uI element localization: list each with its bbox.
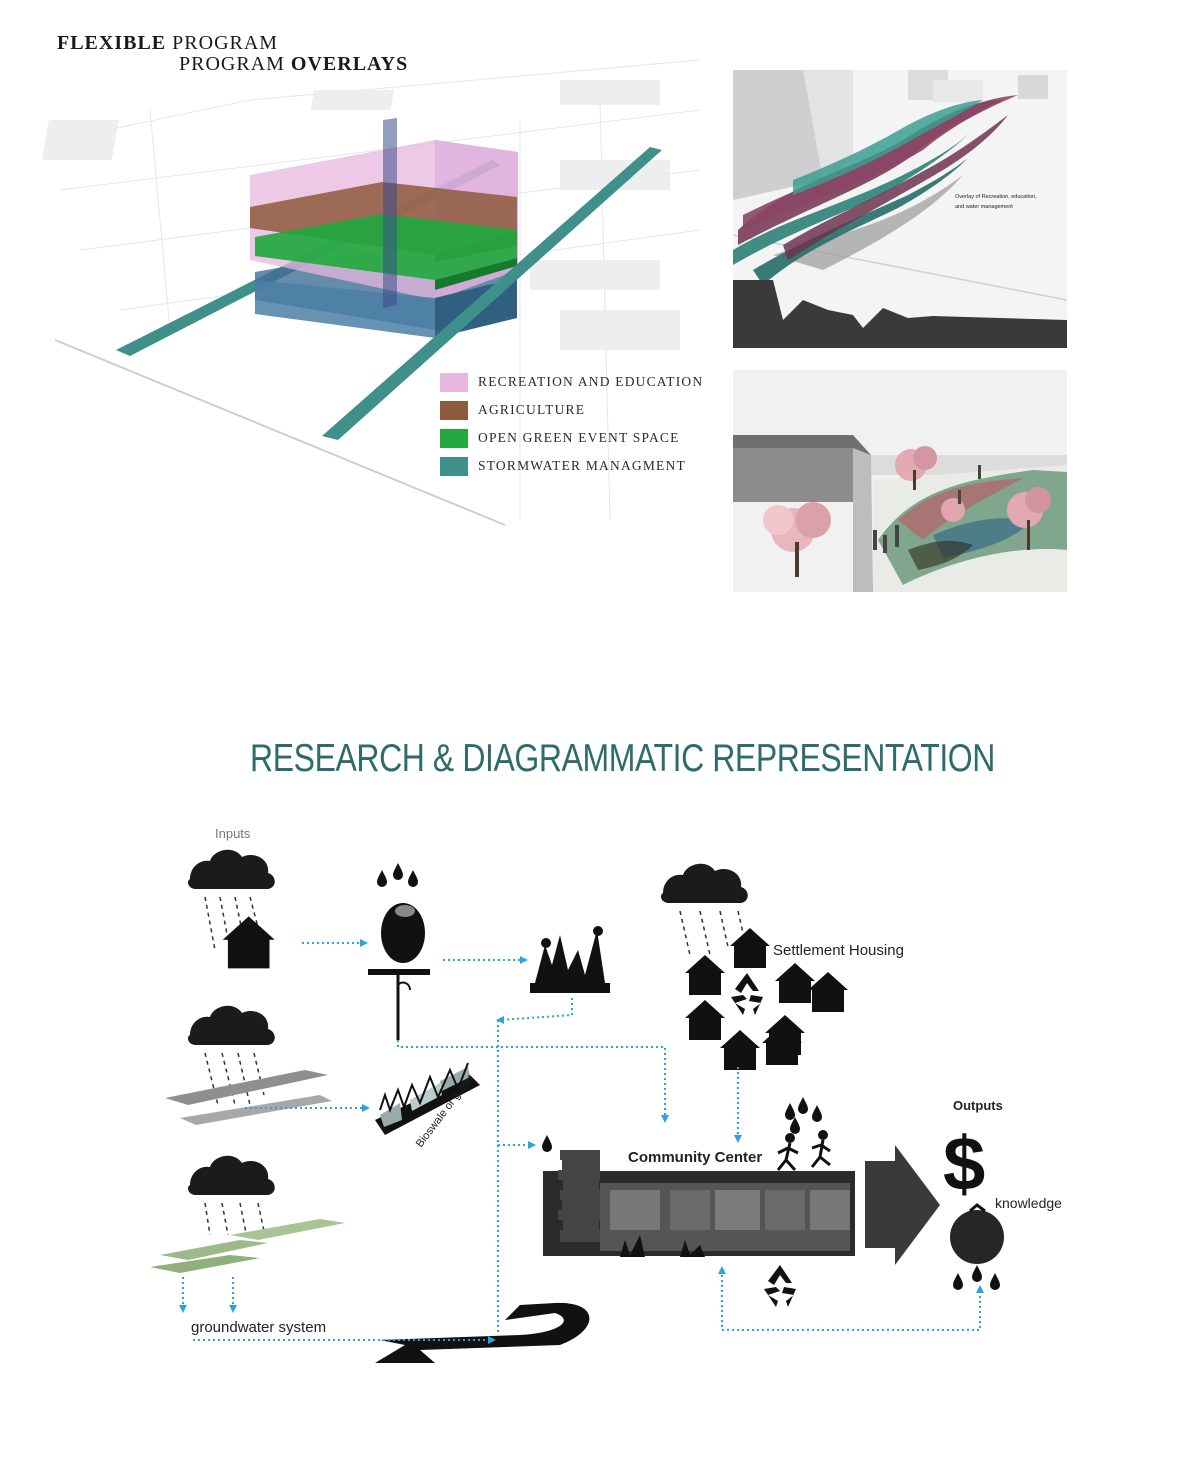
output-arrow [865, 1145, 940, 1265]
outputs-label: Outputs [953, 1098, 1003, 1113]
green-layer-edge [435, 258, 517, 290]
flow-arrows [182, 942, 981, 1341]
stormwater-process-diagram: Inputs [150, 826, 1062, 1363]
community-center-image [543, 1150, 855, 1256]
building-mass [803, 70, 853, 180]
legend-swatch [440, 428, 468, 448]
ground-edge [54, 339, 506, 526]
drop-icon [542, 1135, 552, 1152]
road-icon [180, 1095, 332, 1125]
legend-label: Recreation and Education [478, 374, 704, 389]
house-icon [222, 916, 275, 969]
flow-arrowheads [179, 939, 984, 1344]
legend-swatch [440, 372, 468, 392]
road-icon [165, 1070, 328, 1105]
bioswale-icon [375, 1062, 480, 1135]
legend-swatch [440, 456, 468, 476]
people [873, 465, 981, 553]
field-icon [160, 1240, 268, 1260]
park-perspective-render [733, 370, 1067, 592]
legend-item-stormwater: Stormwater Managment [440, 456, 686, 476]
settlement-cloud [661, 863, 749, 956]
legend-label: Open Green Event Space [478, 430, 680, 445]
field-icon [150, 1255, 260, 1273]
program-overlay-axonometric [41, 59, 701, 526]
legend-label: Agriculture [478, 402, 586, 417]
legend-label: Stormwater Managment [478, 458, 686, 473]
tomato-icon [950, 1203, 1004, 1264]
groundwater-flow-arrow [375, 1302, 590, 1363]
title-word: PROGRAM [179, 53, 291, 75]
running-people-icon [776, 1097, 831, 1172]
community-center-label: Community Center [628, 1149, 762, 1166]
plants-under-center-icon [620, 1235, 705, 1257]
ribbon-shadow [773, 175, 963, 270]
sunflower-bed [908, 540, 973, 570]
building-facade [733, 448, 853, 502]
legend-item-recreation: Recreation and Education [440, 372, 703, 392]
render-caption-line1: Overlay of Recreation, education, [955, 194, 1037, 200]
dollar-icon: $ [943, 1122, 985, 1207]
building-mass [1018, 75, 1048, 99]
title-word: PROGRAM [166, 32, 279, 54]
blossom-trees [763, 446, 1051, 577]
title-bold-word: OVERLAYS [290, 53, 409, 75]
render-caption-line2: and water management [955, 204, 1013, 210]
recycle-icon [764, 1265, 796, 1307]
stormwater-strip-right [322, 147, 662, 440]
rain-cloud-3 [188, 1155, 275, 1236]
foreground-building [733, 280, 1067, 348]
stormwater-shaft [383, 118, 397, 308]
inputs-label: Inputs [215, 826, 251, 841]
output-drops-icon [953, 1265, 1000, 1290]
legend-item-agriculture: Agriculture [440, 400, 585, 420]
knowledge-label: knowledge [995, 1195, 1062, 1211]
overlay-ribbons-render: Overlay of Recreation, education, and wa… [733, 70, 1067, 348]
page-title: FLEXIBLE PROGRAM PROGRAM OVERLAYS [57, 33, 408, 75]
legend-item-green-space: Open Green Event Space [440, 428, 680, 448]
building-mass [933, 80, 983, 102]
legend-swatch [440, 400, 468, 420]
program-ribbons [733, 95, 1018, 285]
section-title: RESEARCH & DIAGRAMMATIC REPRESENTATION [250, 737, 995, 780]
title-bold-word: FLEXIBLE [57, 32, 167, 54]
plants-icon [530, 926, 610, 993]
building-side [853, 448, 873, 592]
rain-barrel-icon [368, 863, 430, 1040]
building-mass [733, 70, 823, 200]
settlement-label: Settlement Housing [773, 942, 904, 959]
field-icon [230, 1219, 345, 1240]
groundwater-label: groundwater system [191, 1319, 326, 1336]
